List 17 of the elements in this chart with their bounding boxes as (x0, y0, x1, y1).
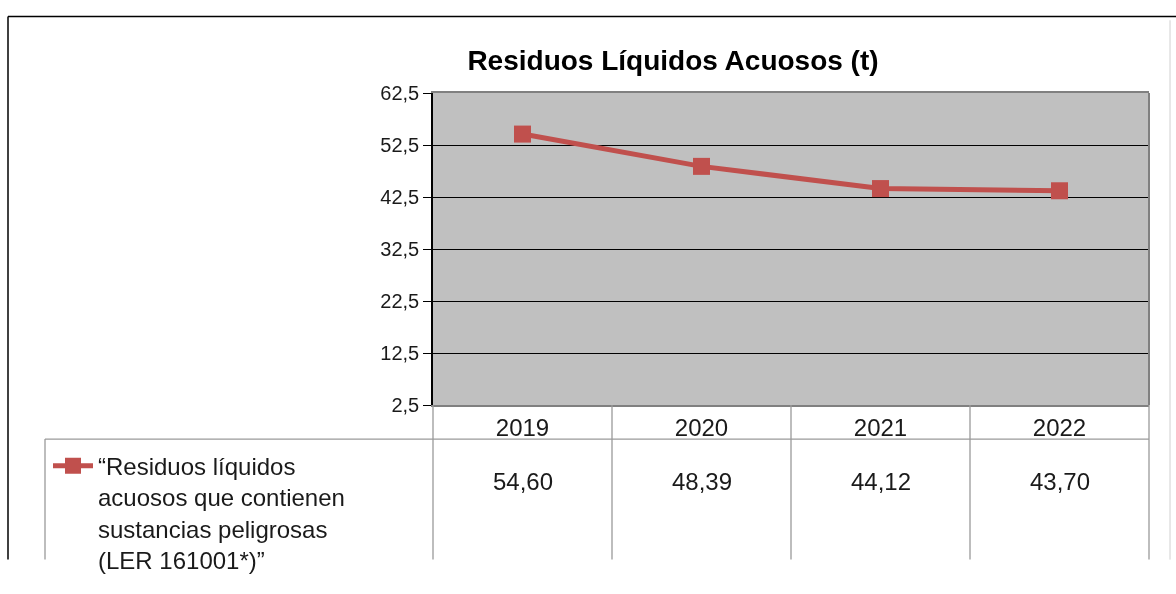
y-tick-label: 22,5 (380, 290, 420, 312)
x-tick-label: 2019 (495, 413, 550, 441)
y-tick-label: 42,5 (380, 186, 420, 208)
chart-title: Residuos Líquidos Acuosos (t) (467, 44, 879, 76)
data-label: 48,39 (672, 468, 733, 495)
y-tick-label: 52,5 (380, 134, 420, 156)
legend-label: “Residuos líquidos acuosos que contienen sustancias peligrosas (LER 161001*)” (98, 453, 345, 574)
data-label: 43,70 (1030, 468, 1091, 495)
y-tick-label: 32,5 (380, 238, 420, 260)
data-label: 44,12 (851, 468, 912, 495)
y-tick-label: 62,5 (380, 82, 420, 104)
x-tick-label: 2021 (853, 413, 908, 441)
y-tick-label: 2,5 (391, 394, 420, 416)
data-label: 54,60 (493, 468, 554, 495)
x-tick-label: 2020 (674, 413, 729, 441)
y-tick-label: 12,5 (380, 342, 420, 364)
x-tick-label: 2022 (1032, 413, 1087, 441)
